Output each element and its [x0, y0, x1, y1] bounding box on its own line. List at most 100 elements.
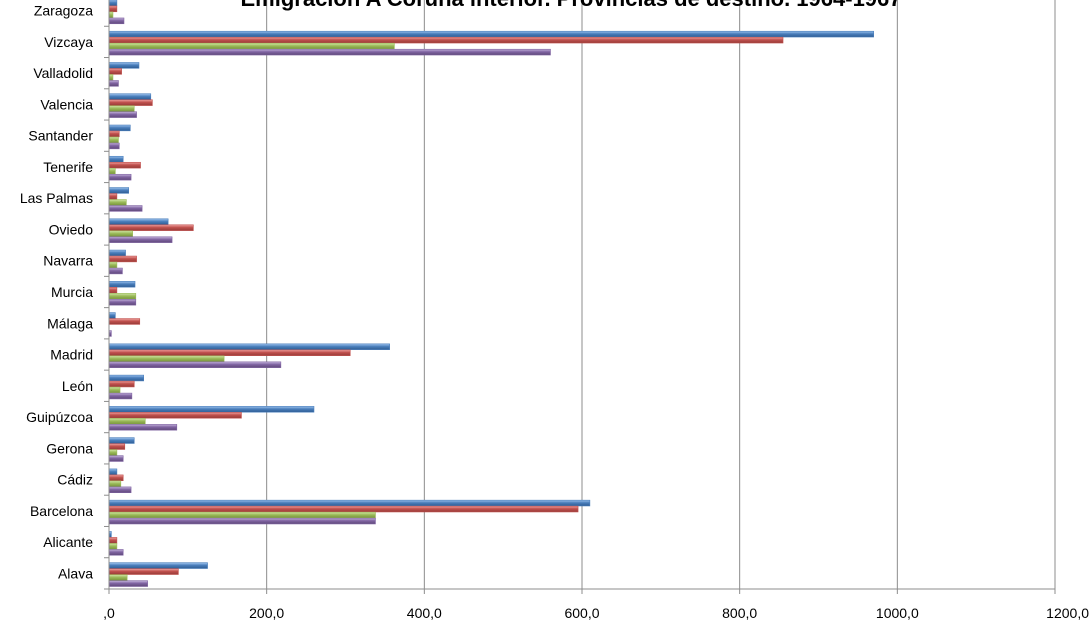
category-label: Las Palmas [20, 190, 93, 206]
bar [108, 424, 178, 431]
category-label: Madrid [50, 347, 93, 363]
bar [108, 568, 179, 575]
x-tick-label: 1000,0 [876, 605, 919, 621]
bar [108, 355, 225, 362]
bar [108, 443, 126, 450]
category-label: Cádiz [57, 472, 93, 488]
bar [108, 167, 116, 175]
bar [108, 105, 135, 112]
x-tick-label: 200,0 [249, 605, 284, 621]
bar [108, 155, 124, 163]
bar [108, 486, 132, 494]
category-label: Vizcaya [44, 34, 93, 50]
bar [108, 474, 124, 482]
bar [108, 511, 376, 519]
bar [108, 205, 143, 212]
bar [108, 267, 123, 275]
x-tick-labels: ,0 200,0 400,0 600,0 800,0 1000,0 1200,0 [103, 605, 1089, 621]
category-label: Guipúzcoa [26, 409, 93, 425]
bar [108, 349, 351, 356]
x-tick-label: ,0 [103, 605, 115, 621]
bar [108, 580, 148, 587]
bar [108, 74, 114, 81]
bar [108, 437, 135, 444]
bar [108, 374, 144, 382]
bar [108, 136, 119, 144]
bar [108, 161, 141, 169]
bar [108, 418, 146, 425]
bar [108, 281, 136, 288]
bar [108, 412, 242, 419]
bar [108, 173, 132, 181]
category-label: Tenerife [43, 159, 93, 175]
bar [108, 68, 122, 75]
bar [108, 0, 118, 7]
bar [108, 5, 118, 13]
bar [108, 574, 128, 581]
bar [108, 293, 137, 300]
chart-title: Emigración A Coruña interior. Provincias… [240, 0, 901, 11]
bar [108, 392, 133, 400]
bar [108, 299, 137, 306]
bar [108, 549, 124, 556]
category-label: Zaragoza [34, 3, 93, 19]
bar [108, 543, 118, 550]
bar [108, 312, 116, 319]
category-label: Murcia [51, 284, 93, 300]
bar [108, 199, 127, 206]
bar [108, 449, 118, 456]
bar [108, 455, 124, 462]
bar [108, 48, 551, 56]
bar [108, 36, 784, 44]
bar [108, 11, 114, 19]
bar [108, 361, 282, 368]
bar [108, 468, 118, 476]
bar [108, 505, 579, 513]
bar [108, 249, 126, 257]
category-label: Málaga [47, 315, 93, 331]
bar [108, 62, 140, 69]
category-label: Gerona [46, 440, 93, 456]
bars [108, 0, 874, 587]
bar [108, 80, 119, 87]
bar [108, 193, 118, 200]
bar [108, 111, 137, 118]
category-label: Barcelona [30, 503, 93, 519]
x-tick-label: 600,0 [564, 605, 599, 621]
gridlines [266, 0, 1056, 589]
bar [108, 261, 118, 269]
bar [108, 386, 121, 394]
bar [108, 99, 153, 106]
bar [108, 236, 173, 243]
bar [108, 93, 152, 100]
bar [108, 218, 169, 225]
bar [108, 287, 118, 294]
x-tick-label: 400,0 [407, 605, 442, 621]
category-label: Santander [28, 128, 93, 144]
category-label: Alava [58, 565, 93, 581]
category-label: Navarra [43, 253, 93, 269]
category-label: León [62, 378, 93, 394]
x-tick-label: 1200,0 [1046, 605, 1089, 621]
x-tick-label: 800,0 [722, 605, 757, 621]
bar [108, 537, 118, 544]
bar [108, 142, 120, 150]
bar [108, 130, 120, 138]
bar [108, 124, 131, 132]
category-label: Valladolid [33, 65, 93, 81]
axes [104, 0, 1056, 594]
bar [108, 30, 874, 38]
bar [108, 343, 390, 350]
category-label: Alicante [43, 534, 93, 550]
bar [108, 480, 122, 488]
bar [108, 406, 315, 413]
bar [108, 230, 133, 237]
bar [108, 42, 395, 50]
category-label: Oviedo [49, 222, 94, 238]
bar [108, 380, 135, 388]
bar [108, 255, 137, 263]
bar [108, 318, 141, 325]
bar [108, 224, 194, 231]
bar [108, 499, 591, 507]
